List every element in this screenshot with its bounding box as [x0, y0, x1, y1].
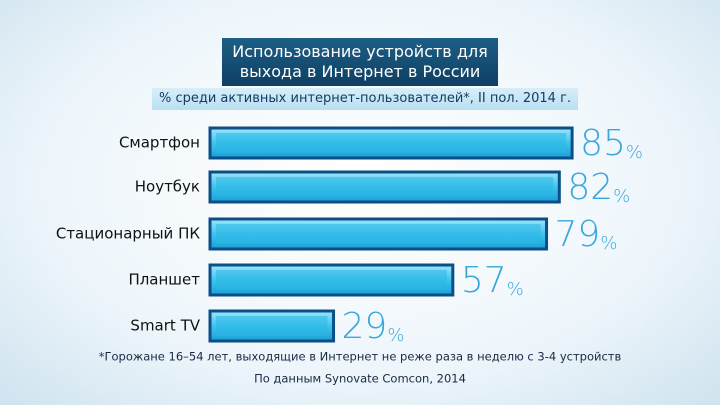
value-label: 82%: [567, 167, 630, 208]
category-label: Стационарный ПК: [56, 225, 201, 243]
bar-shine: [216, 270, 447, 290]
source: По данным Synovate Comcon, 2014: [254, 372, 466, 386]
category-label: Смартфон: [119, 134, 200, 152]
chart-title: Использование устройств для выхода в Инт…: [222, 38, 498, 86]
bar-shine: [216, 133, 567, 153]
category-label: Smart TV: [130, 317, 200, 335]
bar-shine: [216, 177, 554, 197]
bar-shine: [216, 224, 541, 244]
bar-shine: [216, 316, 328, 336]
chart-subtitle: % среди активных интернет-пользователей*…: [152, 88, 578, 110]
footnote: *Горожане 16–54 лет, выходящие в Интерне…: [99, 350, 622, 364]
category-label: Ноутбук: [135, 178, 200, 196]
value-label: 57%: [461, 260, 524, 301]
category-label: Планшет: [128, 271, 200, 289]
value-label: 29%: [342, 306, 405, 347]
value-label: 79%: [555, 214, 618, 255]
value-label: 85%: [580, 123, 643, 164]
